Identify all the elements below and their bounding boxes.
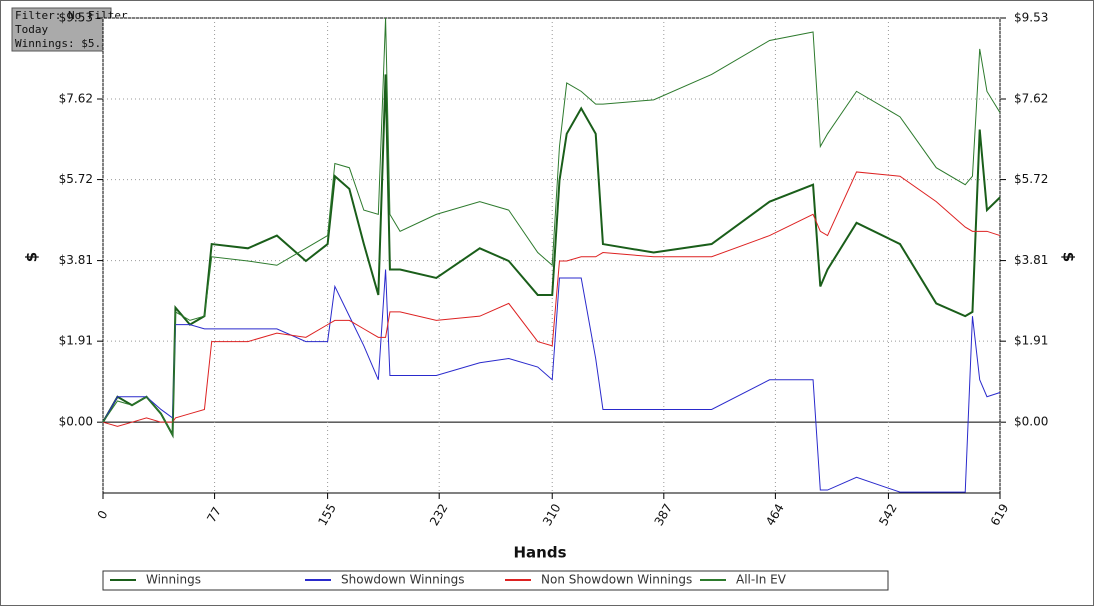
x-tick-label: 77 <box>204 505 224 525</box>
y-axis-label: $ <box>23 252 41 262</box>
info-winnings: Winnings: $5.33 <box>15 37 114 50</box>
legend-label: Showdown Winnings <box>341 573 465 587</box>
y-tick-label: $0.00 <box>59 415 93 429</box>
series-line <box>102 269 1001 493</box>
info-period: Today <box>15 23 48 36</box>
y-tick-label: $5.72 <box>59 172 93 186</box>
y-tick-label: $1.91 <box>59 334 93 348</box>
y-tick-label: $3.81 <box>59 253 93 267</box>
legend <box>102 570 889 591</box>
series-line <box>102 74 1001 439</box>
legend-label: Winnings <box>146 573 201 587</box>
y2-axis-label: $ <box>1060 252 1078 262</box>
plot-area <box>102 17 1001 494</box>
info-filter: Filter: No Filter <box>15 9 128 22</box>
info-box <box>11 7 112 52</box>
y2-tick-label: $3.81 <box>1014 253 1048 267</box>
y-tick-label: $9.53 <box>59 11 93 25</box>
series-line <box>102 17 1001 437</box>
x-axis-label: Hands <box>513 544 566 562</box>
y2-tick-label: $0.00 <box>1014 415 1048 429</box>
legend-label: All-In EV <box>736 573 787 587</box>
series-line <box>102 171 1001 427</box>
y2-tick-label: $1.91 <box>1014 334 1048 348</box>
y-tick-label: $7.62 <box>59 92 93 106</box>
y2-tick-label: $9.53 <box>1014 11 1048 25</box>
y2-tick-label: $5.72 <box>1014 172 1048 186</box>
y2-tick-label: $7.62 <box>1014 92 1048 106</box>
legend-label: Non Showdown Winnings <box>541 573 692 587</box>
